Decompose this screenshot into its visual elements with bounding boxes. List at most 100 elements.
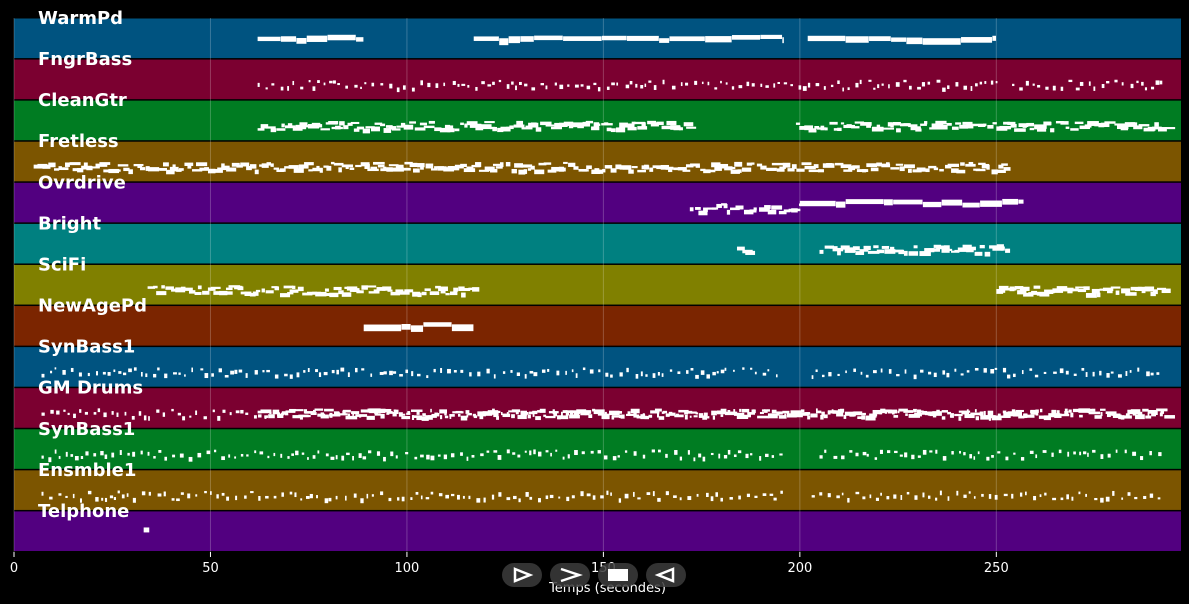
- note-mark: [405, 369, 409, 374]
- note-mark: [1064, 411, 1069, 415]
- note-mark: [955, 82, 959, 87]
- note-mark: [427, 415, 433, 420]
- note-mark: [874, 457, 878, 460]
- note-mark: [747, 412, 756, 415]
- note-mark: [710, 452, 714, 456]
- note-mark: [487, 410, 499, 415]
- play-button[interactable]: [502, 563, 542, 587]
- note-mark: [65, 451, 68, 457]
- note-mark: [449, 414, 455, 417]
- note-mark: [845, 370, 847, 374]
- note-mark: [615, 164, 622, 170]
- note-mark: [652, 491, 655, 497]
- note-mark: [893, 199, 923, 205]
- note-mark: [963, 494, 967, 498]
- note-mark: [871, 126, 884, 132]
- note-mark: [1055, 120, 1064, 124]
- note-mark: [707, 169, 716, 173]
- note-mark: [440, 290, 446, 294]
- note-mark: [382, 286, 392, 291]
- note-mark: [122, 372, 127, 376]
- note-mark: [1160, 127, 1166, 130]
- note-mark: [840, 122, 845, 125]
- note-mark: [73, 413, 76, 419]
- note-mark: [355, 164, 362, 168]
- note-mark: [590, 450, 594, 454]
- note-mark: [163, 491, 166, 497]
- note-mark: [64, 162, 70, 167]
- note-mark: [1015, 409, 1024, 413]
- note-mark: [640, 85, 644, 89]
- note-mark: [720, 369, 725, 374]
- note-mark: [1109, 412, 1116, 416]
- note-mark: [733, 454, 737, 458]
- note-mark: [549, 494, 554, 499]
- note-mark: [179, 453, 184, 458]
- note-mark: [299, 414, 303, 420]
- note-mark: [281, 411, 289, 415]
- note-mark: [1114, 123, 1126, 126]
- note-mark: [896, 128, 901, 133]
- note-mark: [395, 164, 404, 170]
- note-mark: [665, 453, 668, 458]
- rewind-button[interactable]: [646, 563, 686, 587]
- note-mark: [78, 372, 82, 377]
- note-mark: [234, 369, 238, 374]
- note-mark: [1115, 413, 1121, 416]
- note-mark: [565, 410, 578, 413]
- note-mark: [927, 81, 931, 85]
- note-mark: [631, 121, 636, 125]
- note-mark: [153, 285, 158, 289]
- note-mark: [486, 450, 490, 453]
- note-mark: [139, 167, 146, 171]
- note-mark: [469, 123, 482, 128]
- note-mark: [411, 87, 415, 92]
- note-mark: [567, 84, 570, 87]
- note-mark: [635, 374, 639, 379]
- note-mark: [543, 414, 547, 417]
- note-mark: [946, 372, 950, 378]
- note-mark: [999, 125, 1012, 130]
- note-mark: [1072, 408, 1083, 413]
- note-mark: [562, 456, 565, 460]
- note-mark: [616, 82, 619, 86]
- note-mark: [942, 87, 946, 92]
- note-mark: [377, 164, 385, 168]
- note-mark: [1112, 414, 1120, 418]
- note-mark: [279, 168, 286, 172]
- fast-forward-button[interactable]: [550, 563, 590, 587]
- note-mark: [274, 286, 280, 291]
- note-mark: [837, 127, 842, 132]
- note-mark: [904, 369, 907, 374]
- note-mark: [824, 127, 828, 131]
- note-mark: [207, 287, 216, 291]
- note-mark: [837, 373, 840, 377]
- note-mark: [1124, 122, 1136, 127]
- note-mark: [1046, 121, 1052, 125]
- note-mark: [706, 492, 709, 498]
- note-mark: [254, 169, 259, 175]
- note-mark: [876, 249, 885, 254]
- note-mark: [973, 496, 976, 499]
- note-mark: [875, 497, 879, 501]
- note-mark: [473, 415, 478, 419]
- note-mark: [1085, 493, 1087, 497]
- note-mark: [966, 248, 974, 253]
- note-mark: [665, 491, 669, 496]
- note-mark: [513, 495, 517, 500]
- note-mark: [1151, 411, 1156, 417]
- note-mark: [577, 125, 584, 129]
- note-mark: [383, 128, 392, 133]
- note-mark: [383, 166, 387, 171]
- note-mark: [866, 123, 871, 128]
- note-mark: [216, 494, 219, 499]
- note-mark: [1075, 87, 1080, 91]
- note-mark: [439, 127, 451, 133]
- note-mark: [362, 128, 370, 134]
- note-mark: [455, 410, 463, 414]
- note-mark: [1056, 410, 1060, 415]
- stop-button[interactable]: [598, 563, 638, 587]
- note-mark: [754, 371, 757, 375]
- note-mark: [569, 414, 580, 419]
- note-mark: [843, 414, 847, 419]
